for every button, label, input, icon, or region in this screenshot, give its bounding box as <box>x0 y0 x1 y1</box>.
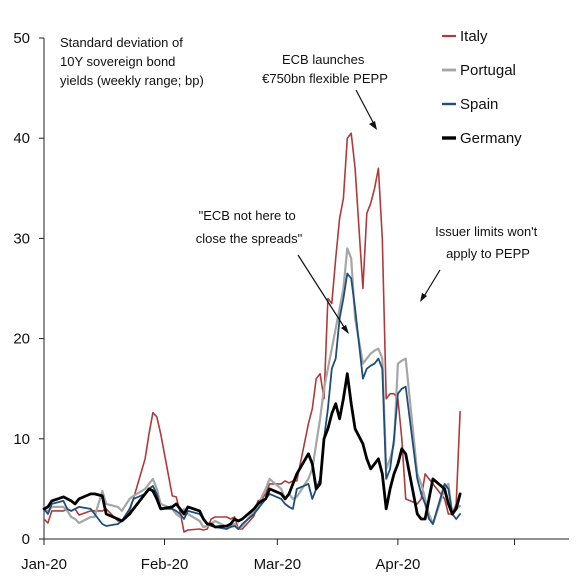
legend-label-italy: Italy <box>460 28 488 45</box>
x-tick-label: Mar-20 <box>254 556 302 573</box>
legend: Italy Portugal Spain Germany <box>442 28 522 147</box>
ecb-launches-note: ECB launches €750bn flexible PEPP <box>262 52 388 86</box>
y-tick-label: 30 <box>13 230 30 247</box>
arrow-ecb-launches <box>355 89 377 130</box>
arrow-issuer-limits <box>420 269 441 302</box>
ecb-launches-line-2: €750bn flexible PEPP <box>262 71 388 86</box>
ecb-not-here-line-2: close the spreads" <box>196 231 303 246</box>
series-lines <box>42 132 462 533</box>
y-axis-ticks: 0 10 20 30 40 50 <box>13 30 44 548</box>
series-line-portugal <box>42 247 462 531</box>
chart-axes <box>43 38 569 540</box>
description-line-1: Standard deviation of <box>60 35 183 50</box>
description-line-2: 10Y sovereign bond <box>60 54 175 69</box>
issuer-limits-note: Issuer limits won't apply to PEPP <box>435 224 541 261</box>
description-note: Standard deviation of 10Y sovereign bond… <box>60 35 204 88</box>
x-axis-ticks: Jan-20 Feb-20 Mar-20 Apr-20 <box>21 539 516 573</box>
legend-label-spain: Spain <box>460 96 498 113</box>
annotations: Standard deviation of 10Y sovereign bond… <box>60 35 541 334</box>
y-tick-label: 0 <box>22 531 30 548</box>
series-line-spain <box>43 272 461 530</box>
x-tick-label: Jan-20 <box>21 556 67 573</box>
legend-label-germany: Germany <box>460 130 522 147</box>
y-tick-label: 20 <box>13 331 30 348</box>
description-line-3: yields (weekly range; bp) <box>60 73 204 88</box>
issuer-limits-line-2: apply to PEPP <box>446 246 530 261</box>
arrow-ecb-not-here <box>297 254 349 334</box>
ecb-launches-line-1: ECB launches <box>282 52 365 67</box>
x-tick-label: Apr-20 <box>375 556 420 573</box>
legend-label-portugal: Portugal <box>460 62 516 79</box>
y-tick-label: 50 <box>13 30 30 47</box>
y-tick-label: 40 <box>13 130 30 147</box>
x-tick-label: Feb-20 <box>141 556 189 573</box>
ecb-not-here-note: "ECB not here to close the spreads" <box>196 208 303 246</box>
series-line-italy <box>43 132 461 533</box>
ecb-not-here-line-1: "ECB not here to <box>199 208 296 223</box>
series-line-germany <box>42 372 462 529</box>
y-tick-label: 10 <box>13 431 30 448</box>
issuer-limits-line-1: Issuer limits won't <box>435 224 538 239</box>
